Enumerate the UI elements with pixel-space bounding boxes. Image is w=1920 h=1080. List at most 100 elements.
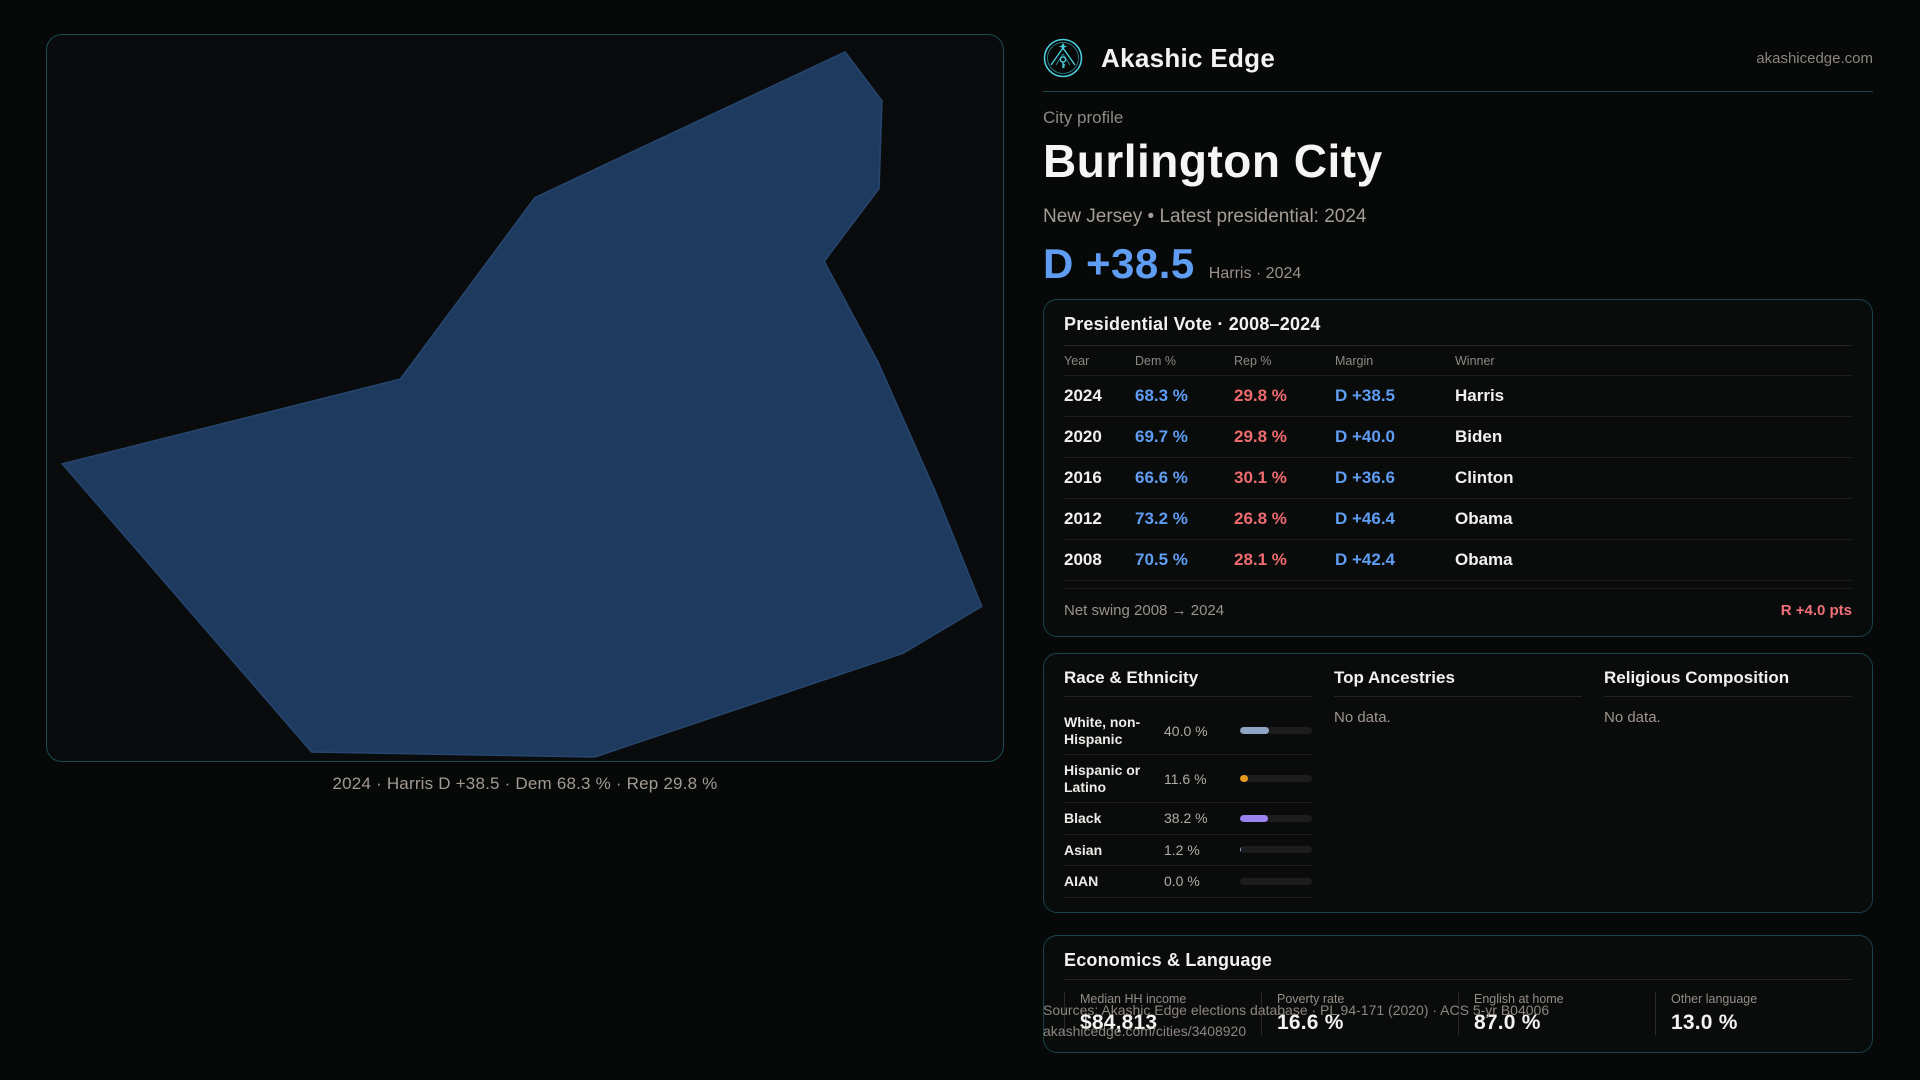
economics-card: Economics & Language Median HH income $84… xyxy=(1043,935,1873,1053)
econ-stat-label: Other language xyxy=(1671,992,1758,1006)
econ-stat: Other language 13.0 % xyxy=(1655,992,1852,1035)
race-bar-fill xyxy=(1240,727,1269,735)
divider xyxy=(1604,696,1852,697)
vote-cell-dem: 73.2 % xyxy=(1135,509,1188,528)
vote-cell-year: 2024 xyxy=(1064,386,1102,405)
col-margin: Margin xyxy=(1335,353,1374,368)
vote-table-rows: 2024 68.3 % 29.8 % D +38.5 Harris 2020 69.7 % 2… xyxy=(1064,376,1852,581)
vote-cell-winner: Clinton xyxy=(1455,468,1514,487)
vote-cell-dem: 66.6 % xyxy=(1135,468,1188,487)
permalink: akashicedge.com/cities/3408920 xyxy=(1043,1023,1247,1039)
vote-cell-dem: 69.7 % xyxy=(1135,427,1188,446)
vote-card-title: Presidential Vote · 2008–2024 xyxy=(1064,314,1321,334)
page-title: Burlington City xyxy=(1043,135,1383,187)
race-label: Black xyxy=(1064,810,1102,827)
brand-name[interactable]: Akashic Edge xyxy=(1101,42,1276,73)
demographics-card: Race & Ethnicity White, non-Hispanic 40.0… xyxy=(1043,653,1873,913)
race-rows: White, non-Hispanic 40.0 % Hispanic or Lat… xyxy=(1064,707,1312,898)
divider xyxy=(1064,345,1852,346)
vote-cell-winner: Biden xyxy=(1455,427,1503,446)
site-header: Akashic Edge akashicedge.com xyxy=(1043,34,1873,82)
col-year: Year xyxy=(1064,353,1090,368)
latest-margin-row: D +38.5 Harris · 2024 xyxy=(1043,240,1301,288)
race-row: White, non-Hispanic 40.0 % xyxy=(1064,707,1312,756)
vote-table-header: Year Dem % Rep % Margin Winner xyxy=(1064,346,1852,376)
divider xyxy=(1064,979,1852,980)
race-value: 0.0 % xyxy=(1164,873,1200,890)
race-label: AIAN xyxy=(1064,873,1099,890)
vote-cell-year: 2012 xyxy=(1064,509,1102,528)
city-boundary-polygon xyxy=(60,51,983,758)
race-ethnicity-section: Race & Ethnicity White, non-Hispanic 40.0… xyxy=(1064,668,1312,898)
vote-cell-margin: D +42.4 xyxy=(1335,550,1396,569)
economics-card-title: Economics & Language xyxy=(1064,950,1273,970)
header-divider xyxy=(1043,91,1873,92)
vote-table-row: 2016 66.6 % 30.1 % D +36.6 Clinton xyxy=(1064,458,1852,499)
vote-cell-margin: D +38.5 xyxy=(1335,386,1396,405)
vote-cell-winner: Obama xyxy=(1455,550,1513,569)
vote-cell-year: 2020 xyxy=(1064,427,1102,446)
religion-section: Religious Composition No data. xyxy=(1604,668,1852,898)
sources-line: Sources: Akashic Edge elections database… xyxy=(1043,1002,1550,1018)
vote-cell-rep: 30.1 % xyxy=(1234,468,1287,487)
race-label: Hispanic or Latino xyxy=(1064,762,1141,795)
col-rep: Rep % xyxy=(1234,353,1272,368)
latest-margin-note: Harris · 2024 xyxy=(1208,265,1302,282)
race-row: Hispanic or Latino 11.6 % xyxy=(1064,755,1312,804)
vote-cell-rep: 29.8 % xyxy=(1234,386,1287,405)
vote-cell-margin: D +36.6 xyxy=(1335,468,1396,487)
race-bar-track xyxy=(1240,846,1312,854)
race-bar-fill xyxy=(1240,814,1268,822)
site-domain: akashicedge.com xyxy=(1756,49,1873,67)
profile-panel: Akashic Edge akashicedge.com City profil… xyxy=(1043,0,1873,1080)
vote-cell-winner: Obama xyxy=(1455,509,1513,528)
vote-cell-year: 2016 xyxy=(1064,468,1102,487)
ancestries-empty-state: No data. xyxy=(1334,709,1391,726)
race-value: 11.6 % xyxy=(1164,770,1207,787)
ancestries-section: Top Ancestries No data. xyxy=(1334,668,1582,898)
econ-stat-value: 16.6 % xyxy=(1277,1011,1344,1034)
presidential-vote-card: Presidential Vote · 2008–2024 Year Dem %… xyxy=(1043,299,1873,637)
race-value: 38.2 % xyxy=(1164,810,1208,827)
ancestries-section-title: Top Ancestries xyxy=(1334,668,1455,687)
race-row: AIAN 0.0 % xyxy=(1064,866,1312,898)
econ-stat-value: $84,813 xyxy=(1080,1011,1158,1034)
vote-cell-margin: D +40.0 xyxy=(1335,427,1396,446)
akashic-edge-logo-icon[interactable] xyxy=(1043,38,1083,78)
race-bar-track xyxy=(1240,877,1312,885)
race-bar-track xyxy=(1240,727,1312,735)
econ-stat: English at home 87.0 % xyxy=(1458,992,1655,1035)
map-caption: 2024 · Harris D +38.5 · Dem 68.3 % · Rep… xyxy=(332,774,718,793)
vote-table-row: 2012 73.2 % 26.8 % D +46.4 Obama xyxy=(1064,499,1852,540)
vote-table-row: 2024 68.3 % 29.8 % D +38.5 Harris xyxy=(1064,376,1852,417)
latest-margin-value: D +38.5 xyxy=(1043,240,1195,287)
econ-stat-value: 87.0 % xyxy=(1474,1011,1541,1034)
race-section-title: Race & Ethnicity xyxy=(1064,668,1199,687)
sources-footer: Sources: Akashic Edge elections database… xyxy=(1043,1000,1873,1042)
race-label: White, non-Hispanic xyxy=(1064,714,1141,747)
vote-cell-year: 2008 xyxy=(1064,550,1102,569)
race-value: 40.0 % xyxy=(1164,722,1208,739)
econ-stat: Median HH income $84,813 xyxy=(1064,992,1261,1035)
vote-cell-winner: Harris xyxy=(1455,386,1505,405)
race-bar-track xyxy=(1240,814,1312,822)
page-subtitle: New Jersey • Latest presidential: 2024 xyxy=(1043,206,1367,227)
econ-stat-label: Poverty rate xyxy=(1277,992,1345,1006)
net-swing-value: R +4.0 pts xyxy=(1780,602,1852,619)
econ-stat-label: Median HH income xyxy=(1080,992,1187,1006)
vote-cell-rep: 26.8 % xyxy=(1234,509,1287,528)
race-label: Asian xyxy=(1064,841,1103,858)
vote-cell-margin: D +46.4 xyxy=(1335,509,1396,528)
page-eyebrow: City profile xyxy=(1043,108,1124,127)
divider xyxy=(1334,696,1582,697)
race-bar-fill xyxy=(1240,775,1249,783)
net-swing-row: Net swing 2008 → 2024 R +4.0 pts xyxy=(1064,588,1852,632)
race-bar-fill xyxy=(1240,846,1241,854)
vote-cell-dem: 70.5 % xyxy=(1135,550,1188,569)
religion-section-title: Religious Composition xyxy=(1604,668,1790,687)
race-row: Asian 1.2 % xyxy=(1064,835,1312,867)
race-bar-track xyxy=(1240,775,1312,783)
econ-stat-value: 13.0 % xyxy=(1671,1011,1738,1034)
econ-stat-label: English at home xyxy=(1474,992,1564,1006)
religion-empty-state: No data. xyxy=(1604,709,1661,726)
